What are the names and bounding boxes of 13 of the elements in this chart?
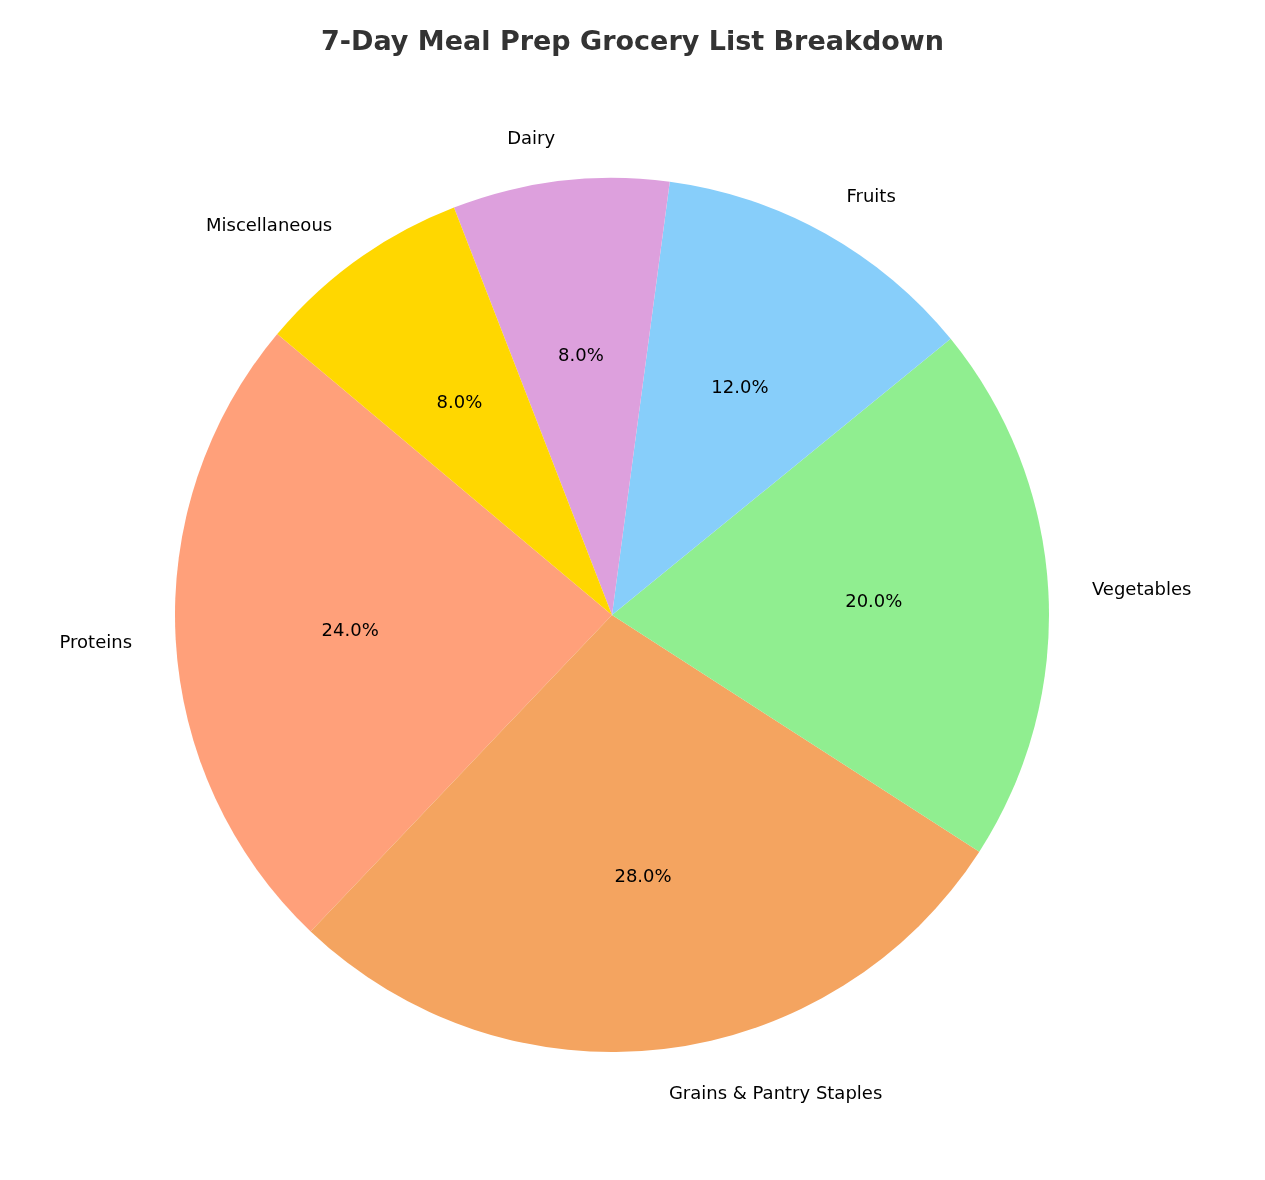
data-label: 24.0%: [321, 619, 379, 641]
chart-title: 7-Day Meal Prep Grocery List Breakdown: [321, 25, 944, 56]
data-label: 8.0%: [558, 344, 604, 366]
data-label: 28.0%: [614, 864, 672, 886]
slice-label: Dairy: [507, 127, 556, 149]
data-label: 12.0%: [711, 375, 769, 397]
slice-label: Miscellaneous: [205, 213, 333, 235]
slice-label: Proteins: [59, 631, 133, 653]
data-label: 20.0%: [845, 589, 903, 611]
slice-label: Vegetables: [1091, 577, 1192, 599]
slice-label: Grains & Pantry Staples: [668, 1081, 883, 1103]
data-label: 8.0%: [436, 391, 483, 413]
slice-label: Fruits: [846, 184, 896, 206]
